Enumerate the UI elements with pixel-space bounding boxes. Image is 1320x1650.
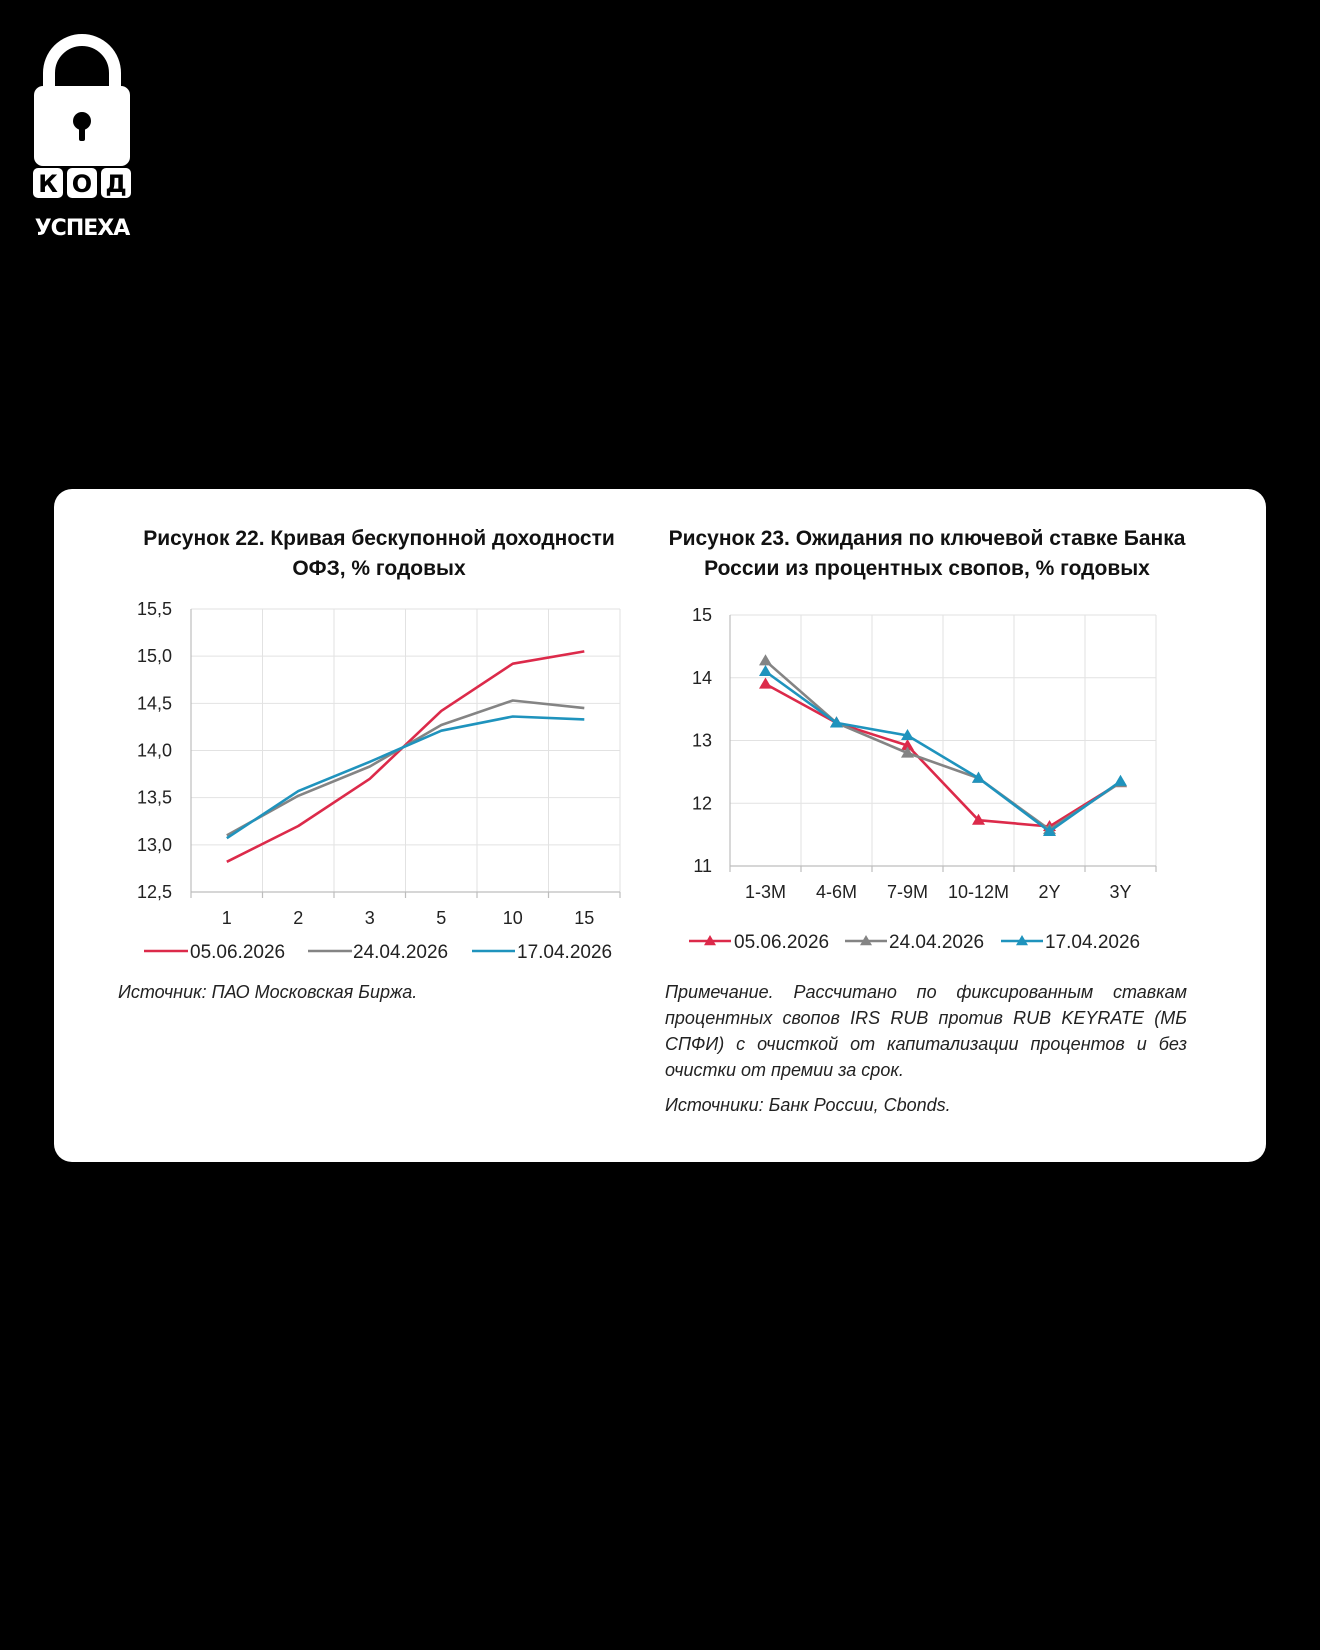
data-point-marker <box>759 654 772 666</box>
y-tick-label: 13 <box>692 731 712 751</box>
data-point-marker <box>759 677 772 689</box>
legend-label: 05.06.2026 <box>734 932 829 953</box>
x-tick-label: 1-3M <box>745 882 786 902</box>
fig23-chart: 11 12 13 14 15 1-3M 4-6M 7-9M 10-12M 2Y 3Y 05.06.20… <box>689 605 1157 953</box>
data-point-marker <box>901 728 914 741</box>
x-tick-label: 2Y <box>1038 882 1060 902</box>
x-tick-label: 3 <box>365 908 375 928</box>
y-tick-label: 13,5 <box>137 788 172 808</box>
data-point-marker <box>901 746 914 758</box>
y-tick-label: 14,0 <box>137 741 172 761</box>
x-tick-label: 2 <box>293 908 303 928</box>
x-tick-label: 1 <box>222 908 232 928</box>
charts-canvas: 12,513,013,514,014,515,015,51 2 3 5 10 1505.0… <box>137 599 1157 963</box>
legend-marker <box>1016 935 1028 946</box>
fig23-sources: Источники: Банк России, Cbonds. <box>665 1095 951 1115</box>
fig22-title: Рисунок 22. Кривая бескупонной доходност… <box>114 524 644 584</box>
data-point-marker <box>972 771 985 783</box>
data-point-marker <box>1043 824 1056 837</box>
legend-label: 17.04.2026 <box>517 942 612 963</box>
logo-letter: Д <box>105 170 126 198</box>
x-tick-label: 7-9M <box>887 882 928 902</box>
x-tick-label: 4-6M <box>816 882 857 902</box>
fig22-title-line2: ОФЗ, % годовых <box>292 557 466 580</box>
legend-marker <box>860 935 872 946</box>
data-point-marker <box>901 739 914 751</box>
logo-letter: К <box>38 170 58 198</box>
y-tick-label: 15,5 <box>137 599 172 619</box>
y-tick-label: 14 <box>692 668 712 688</box>
data-point-marker <box>830 716 843 728</box>
fig23-title-line1: Рисунок 23. Ожидания по ключевой ставке … <box>668 527 1186 550</box>
fig22-source: Источник: ПАО Московская Биржа. <box>118 982 418 1002</box>
y-tick-label: 15 <box>692 605 712 625</box>
fig23-note: Примечание. Рассчитано по фиксированным … <box>665 982 1187 1080</box>
data-point-marker <box>1114 774 1127 786</box>
data-point-marker <box>759 664 772 677</box>
y-tick-label: 15,0 <box>137 646 172 666</box>
legend-label: 24.04.2026 <box>353 942 448 963</box>
legend-label: 17.04.2026 <box>1045 932 1140 953</box>
x-tick-label: 10-12M <box>948 882 1009 902</box>
x-tick-label: 3Y <box>1109 882 1131 902</box>
logo-letter-box <box>101 168 131 198</box>
logo-letter: О <box>72 170 92 198</box>
y-tick-label: 13,0 <box>137 835 172 855</box>
fig22-title-line1: Рисунок 22. Кривая бескупонной доходност… <box>143 527 615 550</box>
y-tick-label: 14,5 <box>137 693 172 713</box>
series-line-05.06.2026 <box>764 682 1122 828</box>
x-tick-label: 15 <box>574 908 594 928</box>
y-tick-label: 12,5 <box>137 882 172 902</box>
legend-marker <box>704 935 716 946</box>
brand-word: УСПЕХА <box>34 216 131 241</box>
series-line-17.04.2026 <box>764 670 1122 833</box>
report-card: Рисунок 22. Кривая бескупонной доходност… <box>54 489 1266 1162</box>
fig22-chart: 12,5 13,0 13,5 14,0 14,5 15,0 15,5 1 2 3 5 10 15 05.0… <box>137 599 621 963</box>
series-line-17.04.2026 <box>226 715 585 840</box>
x-tick-label: 5 <box>436 908 446 928</box>
logo-letter-box <box>67 168 97 198</box>
fig23-title: Рисунок 23. Ожидания по ключевой ставке … <box>662 524 1192 584</box>
y-tick-label: 11 <box>693 856 712 876</box>
data-point-marker <box>972 813 985 825</box>
y-tick-label: 12 <box>692 793 712 813</box>
legend-label: 24.04.2026 <box>889 932 984 953</box>
fig23-title-line2: России из процентных свопов, % годовых <box>704 557 1150 580</box>
legend-label: 05.06.2026 <box>190 942 285 963</box>
logo-letter-box <box>33 168 63 198</box>
x-tick-label: 10 <box>503 908 523 928</box>
